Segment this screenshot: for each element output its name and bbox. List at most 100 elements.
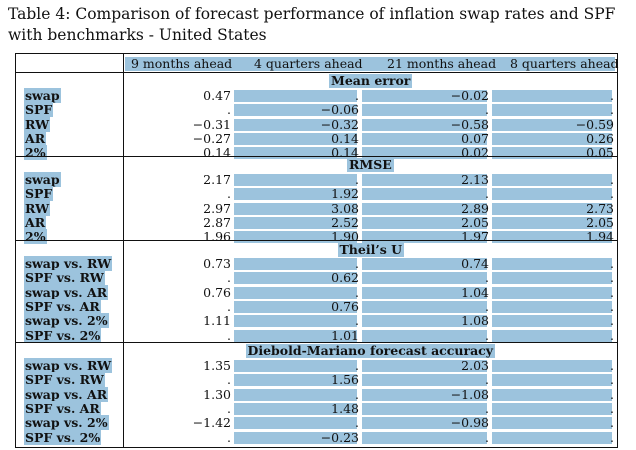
cell-value: 0.05 — [586, 145, 614, 161]
cell-value: 0.14 — [203, 145, 231, 161]
row-label: swap vs. AR — [24, 284, 109, 300]
row-label-text: swap vs. AR — [24, 284, 109, 300]
table-row: SPF vs. AR. 1.48.. — [16, 400, 617, 416]
cell-value: . — [227, 400, 231, 416]
column-header: 21 months ahead — [387, 56, 497, 71]
row-label-text: RW — [24, 200, 51, 216]
cell-shading — [362, 118, 487, 131]
cell-shading — [362, 132, 487, 145]
cell-value: . — [485, 400, 489, 416]
cell-value: 0.74 — [461, 256, 489, 271]
cell-shading — [234, 374, 357, 387]
table-row: SPF vs. 2%. −0.23.. — [16, 429, 617, 445]
cell-value: 0.47 — [203, 88, 231, 103]
cell-value: −0.98 — [450, 415, 489, 431]
cell-shading — [492, 216, 612, 229]
row-label: SPF vs. 2% — [24, 327, 102, 343]
cell-value: 2.97 — [203, 200, 231, 216]
cell-shading — [362, 300, 487, 313]
cell-value: . — [227, 270, 231, 286]
cell-value: . — [485, 327, 489, 343]
cell-value: . — [485, 270, 489, 286]
row-label-text: RW — [24, 116, 51, 132]
cell-shading — [362, 188, 487, 201]
cell-value: 1.92 — [331, 186, 359, 202]
cell-value: . — [355, 172, 359, 187]
table-row: RW −0.31 −0.32 −0.58 −0.59 — [16, 116, 617, 132]
cell-value: 0.62 — [331, 270, 359, 286]
cell-value: . — [610, 358, 614, 373]
cell-value: 1.08 — [461, 313, 489, 329]
row-label: SPF vs. AR — [24, 298, 101, 314]
cell-value: . — [485, 186, 489, 202]
cell-value: 2.87 — [203, 214, 231, 230]
row-label: SPF — [24, 102, 54, 118]
row-label: SPF vs. RW — [24, 372, 105, 388]
cell-shading — [492, 286, 612, 299]
table-caption: Table 4: Comparison of forecast performa… — [8, 5, 616, 44]
cell-value: −0.32 — [320, 116, 359, 132]
cell-value: 1.48 — [331, 400, 359, 416]
cell-value: . — [227, 327, 231, 343]
cell-shading — [492, 374, 612, 387]
row-label: RW — [24, 116, 51, 132]
table-row: swap vs. AR 1.30. −1.08. — [16, 386, 617, 402]
cell-shading — [492, 329, 612, 342]
row-label-text: SPF vs. 2% — [24, 429, 102, 445]
cell-value: . — [355, 358, 359, 373]
section-divider — [16, 72, 617, 73]
section-title: Theil’s U — [337, 242, 404, 257]
cell-value: 0.26 — [586, 130, 614, 146]
cell-value: 2.13 — [461, 172, 489, 187]
row-label: AR — [24, 130, 47, 146]
section-title: Mean error — [329, 73, 413, 88]
cell-shading — [362, 388, 487, 401]
table-row: swap 0.47. −0.02. — [16, 88, 617, 103]
cell-value: −0.31 — [192, 116, 231, 132]
table-row: AR −0.27 0.14 0.07 0.26 — [16, 130, 617, 146]
cell-shading — [234, 402, 357, 415]
cell-shading — [492, 188, 612, 201]
cell-shading — [362, 374, 487, 387]
row-label: SPF — [24, 186, 54, 202]
table-row: swap vs. 2% −1.42. −0.98. — [16, 415, 617, 431]
table-row: SPF. 1.92.. — [16, 186, 617, 202]
cell-value: 2.73 — [586, 200, 614, 216]
cell-value: . — [610, 327, 614, 343]
cell-value: . — [485, 429, 489, 445]
cell-value: −0.27 — [192, 130, 231, 146]
row-label: SPF vs. RW — [24, 270, 105, 286]
cell-shading — [234, 329, 357, 342]
row-label: swap vs. 2% — [24, 313, 109, 329]
cell-shading — [362, 360, 487, 372]
cell-value: . — [485, 298, 489, 314]
cell-value: . — [355, 386, 359, 402]
forecast-table: 9 months ahead 4 quarters ahead 21 month… — [15, 53, 619, 448]
cell-value: . — [610, 313, 614, 329]
table-row: SPF vs. 2%. 1.01.. — [16, 327, 617, 343]
cell-value: 0.76 — [331, 298, 359, 314]
cell-value: 1.94 — [586, 229, 614, 245]
cell-value: . — [610, 270, 614, 286]
cell-value: . — [610, 298, 614, 314]
row-label: SPF vs. AR — [24, 400, 101, 416]
cell-value: 1.56 — [331, 372, 359, 388]
table-row: AR 2.87 2.52 2.05 2.05 — [16, 214, 617, 230]
row-label: RW — [24, 200, 51, 216]
cell-value: 0.02 — [461, 145, 489, 161]
cell-value: . — [355, 415, 359, 431]
row-label-text: swap vs. 2% — [24, 313, 109, 329]
cell-shading — [492, 202, 612, 215]
cell-shading — [492, 174, 612, 186]
cell-value: . — [610, 415, 614, 431]
cell-value: . — [485, 372, 489, 388]
column-header-row: 9 months ahead 4 quarters ahead 21 month… — [125, 56, 619, 71]
row-label-text: swap vs. RW — [24, 358, 113, 373]
cell-value: 1.11 — [203, 313, 231, 329]
row-label-text: SPF — [24, 186, 54, 202]
row-label: swap vs. RW — [24, 358, 113, 373]
cell-value: . — [610, 172, 614, 187]
cell-value: . — [610, 102, 614, 118]
cell-value: . — [610, 386, 614, 402]
row-label-text: swap — [24, 88, 61, 103]
